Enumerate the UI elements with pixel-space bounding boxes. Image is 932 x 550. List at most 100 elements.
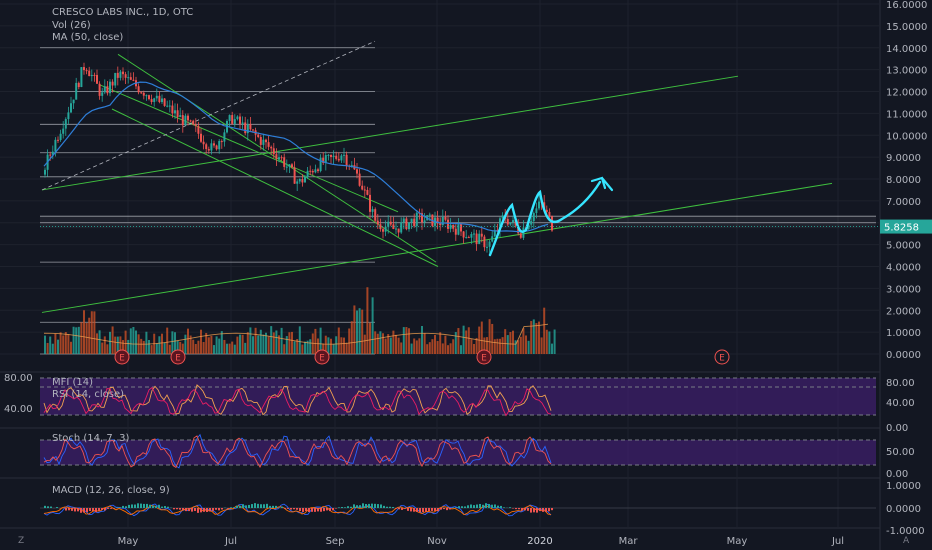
volume-bar — [54, 333, 57, 354]
macd-histogram-bar — [371, 503, 373, 508]
earnings-marker-circle[interactable] — [476, 349, 492, 365]
macd-histogram-bar — [542, 508, 544, 512]
earnings-marker-circle[interactable] — [170, 349, 186, 365]
volume-bar — [428, 342, 431, 354]
macd-histogram-bar — [443, 508, 445, 510]
volume-bar — [114, 336, 117, 354]
macd-histogram-bar — [149, 504, 151, 508]
rsi-indicator-label[interactable]: RSI (14, close) — [52, 389, 125, 400]
macd-histogram-bar — [320, 508, 322, 512]
candle-body — [499, 218, 501, 231]
macd-histogram-bar — [44, 505, 46, 508]
macd-histogram-bar — [146, 503, 148, 508]
volume-bar — [135, 330, 137, 354]
candle-body — [202, 141, 205, 145]
candle-body — [311, 170, 314, 173]
channel-lower-line — [111, 108, 439, 267]
volume-bar — [218, 338, 221, 354]
earnings-marker-label: E — [119, 354, 125, 364]
auto-scale-button[interactable]: A — [903, 536, 910, 546]
candle-body — [428, 214, 431, 216]
volume-bar — [194, 343, 197, 354]
candle-body — [163, 98, 166, 106]
macd-histogram-bar — [257, 503, 259, 508]
volume-indicator-label[interactable]: Vol (26) — [52, 20, 91, 31]
volume-bar — [249, 327, 252, 354]
macd-histogram-bar — [227, 508, 229, 509]
volume-bar — [155, 343, 158, 354]
volume-bar — [163, 342, 166, 354]
volume-bar — [475, 337, 478, 354]
macd-histogram-bar — [164, 506, 166, 508]
macd-histogram-bar — [107, 508, 109, 509]
macd-histogram-bar — [473, 505, 475, 508]
candle-body — [148, 95, 150, 100]
volume-bar — [200, 329, 202, 354]
macd-indicator-label[interactable]: MACD (12, 26, close, 9) — [52, 485, 170, 496]
candle-body — [423, 220, 426, 223]
volume-bar — [473, 344, 475, 354]
macd-histogram-bar — [494, 504, 496, 508]
volume-bar — [538, 321, 540, 354]
volume-bar — [392, 330, 395, 354]
volume-bar — [348, 328, 351, 354]
ma-indicator-label[interactable]: MA (50, close) — [52, 32, 124, 43]
upper-trendline — [41, 75, 739, 191]
volume-bar — [491, 323, 494, 354]
candle-body — [324, 155, 327, 163]
zoom-corner-button[interactable]: Z — [18, 536, 25, 546]
macd-histogram-bar — [335, 508, 337, 509]
symbol-title[interactable]: CRESCO LABS INC., 1D, OTC — [52, 7, 194, 18]
candle-body — [241, 122, 244, 124]
volume-bar — [75, 327, 78, 354]
candle-body — [400, 222, 403, 233]
candle-body — [538, 201, 540, 209]
macd-histogram-bar — [329, 508, 331, 512]
candle-body — [51, 151, 54, 155]
stoch-indicator-label[interactable]: Stoch (14, 7, 3) — [52, 433, 130, 444]
earnings-marker-label: E — [719, 354, 725, 364]
volume-bar — [288, 332, 291, 354]
candle-body — [330, 154, 332, 157]
macd-histogram-bar — [119, 507, 121, 508]
candle-body — [457, 224, 460, 235]
earnings-marker-circle[interactable] — [114, 349, 130, 365]
candle-body — [501, 215, 504, 219]
macd-histogram-bar — [476, 504, 478, 508]
macd-histogram-bar — [488, 504, 490, 508]
earnings-marker-circle[interactable] — [314, 349, 330, 365]
macd-histogram-bar — [290, 508, 292, 510]
candle-body — [210, 143, 213, 151]
volume-bar — [376, 333, 379, 354]
volume-bar — [205, 332, 208, 354]
candle-body — [252, 129, 254, 131]
candle-body — [246, 124, 249, 134]
macd-histogram-bar — [422, 508, 424, 513]
volume-bar — [226, 343, 228, 354]
candle-body — [527, 224, 530, 230]
mfi-indicator-label[interactable]: MFI (14) — [52, 377, 94, 388]
volume-bar — [171, 331, 174, 354]
macd-histogram-bar — [239, 505, 241, 508]
macd-histogram-bar — [500, 505, 502, 508]
macd-histogram-bar — [518, 508, 520, 510]
volume-bar — [421, 326, 423, 354]
earnings-marker-circle[interactable] — [714, 349, 730, 365]
macd-histogram-bar — [281, 506, 283, 508]
macd-histogram-bar — [308, 508, 310, 512]
candle-body — [59, 133, 62, 141]
volume-bar — [127, 339, 130, 354]
volume-bar — [426, 344, 429, 354]
candle-body — [493, 229, 496, 237]
macd-histogram-bar — [332, 508, 334, 511]
macd-histogram-bar — [446, 508, 448, 511]
candle-body — [551, 216, 553, 231]
macd-histogram-bar — [200, 508, 202, 513]
price-axis-tick: 15.0000 — [886, 22, 927, 33]
volume-bar — [374, 331, 377, 354]
candle-body — [460, 224, 462, 232]
macd-histogram-bar — [458, 506, 460, 508]
earnings-marker: E — [170, 349, 186, 365]
